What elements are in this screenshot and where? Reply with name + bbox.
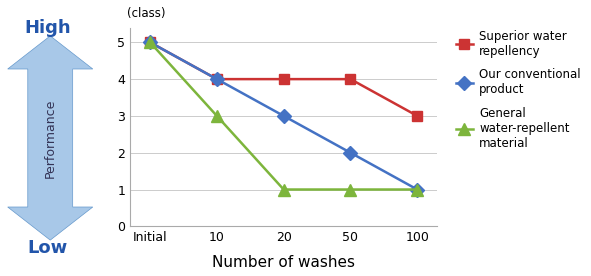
- Text: Performance: Performance: [44, 98, 57, 178]
- Legend: Superior water
repellency, Our conventional
product, General
water-repellent
mat: Superior water repellency, Our conventio…: [456, 30, 581, 150]
- Line: General
water-repellent
material: General water-repellent material: [145, 37, 423, 195]
- Text: Low: Low: [27, 239, 67, 257]
- General
water-repellent
material: [147, 41, 154, 44]
- X-axis label: Number of washes: Number of washes: [212, 255, 355, 270]
- Superior water
repellency: [347, 78, 354, 81]
- Line: Superior water
repellency: Superior water repellency: [145, 38, 422, 121]
- Superior water
repellency: [213, 78, 220, 81]
- Our conventional
product: [213, 78, 220, 81]
- General
water-repellent
material: [414, 188, 421, 191]
- General
water-repellent
material: [280, 188, 287, 191]
- Our conventional
product: [147, 41, 154, 44]
- Line: Our conventional
product: Our conventional product: [145, 38, 422, 194]
- Our conventional
product: [414, 188, 421, 191]
- Superior water
repellency: [280, 78, 287, 81]
- Superior water
repellency: [414, 114, 421, 118]
- Our conventional
product: [347, 151, 354, 154]
- Our conventional
product: [280, 114, 287, 118]
- General
water-repellent
material: [347, 188, 354, 191]
- General
water-repellent
material: [213, 114, 220, 118]
- Text: High: High: [24, 19, 70, 37]
- Superior water
repellency: [147, 41, 154, 44]
- Text: (class): (class): [127, 7, 165, 20]
